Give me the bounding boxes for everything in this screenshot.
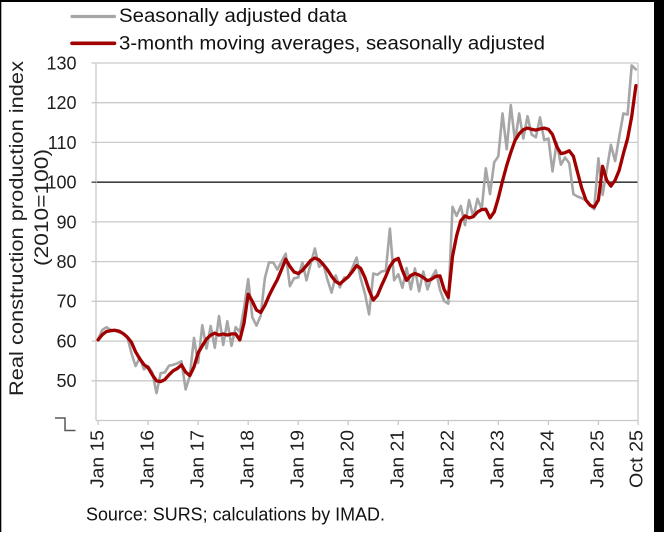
svg-text:100: 100 — [46, 173, 76, 193]
svg-text:Jan 22: Jan 22 — [438, 430, 458, 488]
svg-text:50: 50 — [56, 371, 76, 391]
svg-text:Jan 17: Jan 17 — [187, 430, 207, 488]
svg-text:(2010=100): (2010=100) — [32, 149, 53, 266]
svg-text:70: 70 — [56, 292, 76, 312]
svg-text:90: 90 — [56, 212, 76, 232]
svg-text:Jan 21: Jan 21 — [388, 430, 408, 488]
svg-text:Jan 18: Jan 18 — [237, 430, 257, 488]
svg-text:Jan 23: Jan 23 — [488, 430, 508, 488]
svg-text:Jan 15: Jan 15 — [87, 430, 107, 488]
svg-text:Seasonally adjusted data: Seasonally adjusted data — [119, 6, 347, 27]
svg-text:Source: SURS; calculations by: Source: SURS; calculations by IMAD. — [86, 505, 385, 525]
svg-text:110: 110 — [48, 133, 77, 153]
svg-text:130: 130 — [46, 53, 76, 73]
svg-text:Jan 25: Jan 25 — [588, 430, 608, 488]
svg-text:Real construction production i: Real construction production index — [7, 60, 28, 396]
svg-text:60: 60 — [56, 332, 76, 352]
svg-text:Jan 19: Jan 19 — [287, 430, 307, 488]
svg-text:120: 120 — [46, 93, 76, 113]
svg-text:Jan 24: Jan 24 — [538, 430, 558, 488]
svg-text:Oct 25: Oct 25 — [627, 430, 647, 488]
svg-text:3-month moving averages, seaso: 3-month moving averages, seasonally adju… — [119, 34, 545, 55]
svg-text:80: 80 — [56, 252, 76, 272]
svg-text:Jan 20: Jan 20 — [337, 430, 357, 488]
svg-text:Jan 16: Jan 16 — [137, 430, 157, 488]
